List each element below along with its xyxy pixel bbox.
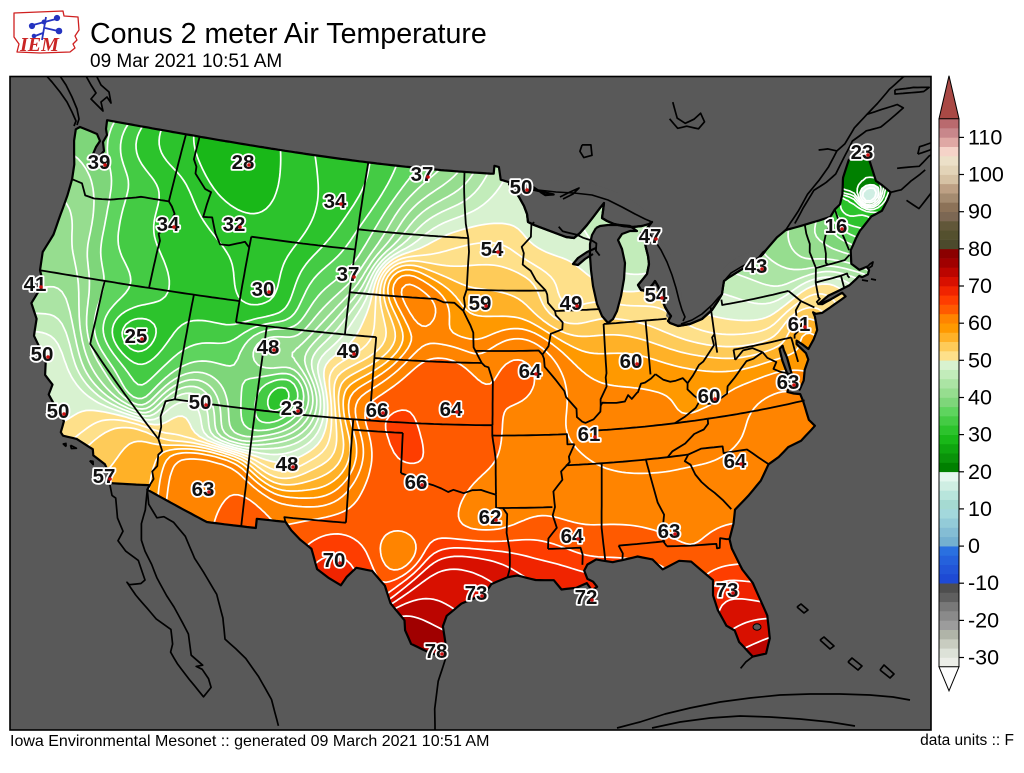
svg-text:80: 80	[968, 237, 992, 261]
svg-text:62: 62	[479, 506, 502, 529]
svg-text:48: 48	[257, 336, 280, 359]
svg-text:34: 34	[324, 190, 347, 213]
svg-text:63: 63	[192, 478, 215, 501]
svg-text:49: 49	[337, 340, 360, 363]
svg-text:60: 60	[698, 385, 721, 408]
svg-text:09 Mar 2021 10:51 AM: 09 Mar 2021 10:51 AM	[90, 51, 282, 72]
svg-text:63: 63	[658, 520, 681, 543]
svg-text:64: 64	[561, 525, 584, 548]
svg-text:61: 61	[788, 313, 811, 336]
svg-text:0: 0	[968, 534, 980, 558]
svg-text:39: 39	[88, 151, 111, 174]
svg-text:54: 54	[481, 238, 504, 261]
svg-text:Iowa Environmental Mesonet ::: Iowa Environmental Mesonet :: generated …	[10, 733, 489, 750]
svg-text:16: 16	[825, 215, 848, 238]
svg-text:-20: -20	[968, 608, 999, 632]
svg-text:64: 64	[519, 360, 542, 383]
svg-text:37: 37	[337, 263, 360, 286]
svg-text:73: 73	[716, 579, 739, 602]
svg-text:-10: -10	[968, 571, 999, 595]
svg-text:66: 66	[366, 399, 389, 422]
svg-text:37: 37	[411, 163, 434, 186]
svg-text:70: 70	[323, 549, 346, 572]
svg-text:48: 48	[276, 453, 299, 476]
svg-text:50: 50	[47, 400, 70, 423]
svg-text:57: 57	[93, 465, 116, 488]
svg-text:30: 30	[252, 278, 275, 301]
svg-text:50: 50	[510, 176, 533, 199]
svg-text:20: 20	[968, 460, 992, 484]
svg-text:64: 64	[724, 450, 747, 473]
svg-text:Conus 2 meter Air Temperature: Conus 2 meter Air Temperature	[90, 18, 487, 50]
svg-text:66: 66	[405, 471, 428, 494]
svg-text:47: 47	[639, 225, 662, 248]
svg-text:43: 43	[745, 255, 768, 278]
svg-text:41: 41	[24, 273, 47, 296]
svg-text:60: 60	[620, 350, 643, 373]
svg-text:50: 50	[31, 343, 54, 366]
svg-text:-30: -30	[968, 646, 999, 670]
svg-text:78: 78	[425, 640, 448, 663]
svg-text:28: 28	[232, 151, 255, 174]
svg-text:34: 34	[157, 213, 180, 236]
svg-text:IEM: IEM	[19, 34, 60, 56]
svg-text:60: 60	[968, 311, 992, 335]
svg-text:data units :: F: data units :: F	[920, 732, 1014, 749]
svg-text:40: 40	[968, 386, 992, 410]
svg-text:50: 50	[189, 391, 212, 414]
svg-text:54: 54	[645, 284, 668, 307]
svg-text:61: 61	[578, 423, 601, 446]
svg-text:50: 50	[968, 348, 992, 372]
svg-text:25: 25	[125, 325, 148, 348]
svg-text:70: 70	[968, 274, 992, 298]
svg-text:59: 59	[469, 292, 492, 315]
svg-text:73: 73	[465, 582, 488, 605]
svg-text:90: 90	[968, 200, 992, 224]
svg-text:64: 64	[440, 398, 463, 421]
svg-text:30: 30	[968, 423, 992, 447]
svg-text:100: 100	[968, 163, 1004, 187]
svg-text:23: 23	[281, 397, 304, 420]
svg-text:110: 110	[968, 125, 1002, 149]
svg-text:49: 49	[560, 292, 583, 315]
svg-text:10: 10	[968, 497, 992, 521]
svg-text:23: 23	[851, 141, 874, 164]
svg-text:63: 63	[777, 371, 800, 394]
svg-text:32: 32	[223, 213, 246, 236]
svg-text:72: 72	[575, 586, 598, 609]
